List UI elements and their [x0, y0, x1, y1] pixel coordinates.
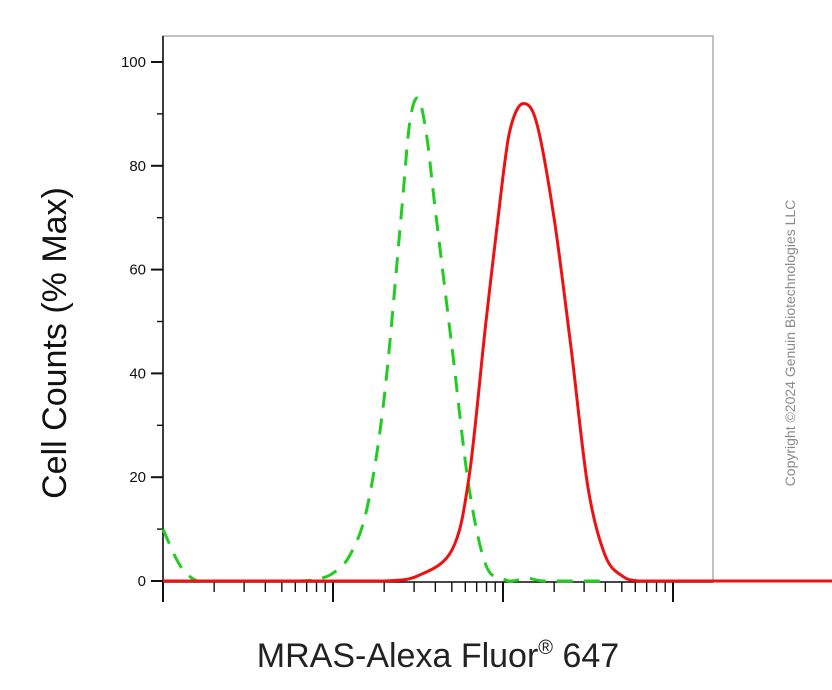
- y-tick-label: 20: [129, 469, 146, 486]
- y-axis-title: Cell Counts (% Max): [36, 187, 74, 499]
- plot-border: [162, 35, 714, 583]
- series-layer: [161, 96, 832, 583]
- y-tick-label: 60: [129, 262, 146, 279]
- x-axis-title: MRAS-Alexa Fluor® 647: [257, 637, 619, 675]
- y-tick-label: 0: [138, 573, 146, 590]
- copyright-watermark: Copyright ©2024 Genuin Biotechnologies L…: [782, 200, 798, 487]
- y-tick-label: 100: [121, 54, 146, 71]
- plot-area: [162, 35, 714, 583]
- x-axis-title-main: MRAS-Alexa Fluor: [257, 637, 539, 675]
- x-axis-title-superscript: ®: [538, 637, 553, 659]
- y-tick-label: 80: [129, 158, 146, 175]
- series-line-red-solid: [163, 102, 832, 583]
- y-axis: 0 20 40 60 80 100: [121, 36, 164, 590]
- x-axis: [162, 581, 713, 602]
- y-tick-label: 40: [129, 365, 146, 382]
- x-axis-title-suffix: 647: [553, 637, 619, 675]
